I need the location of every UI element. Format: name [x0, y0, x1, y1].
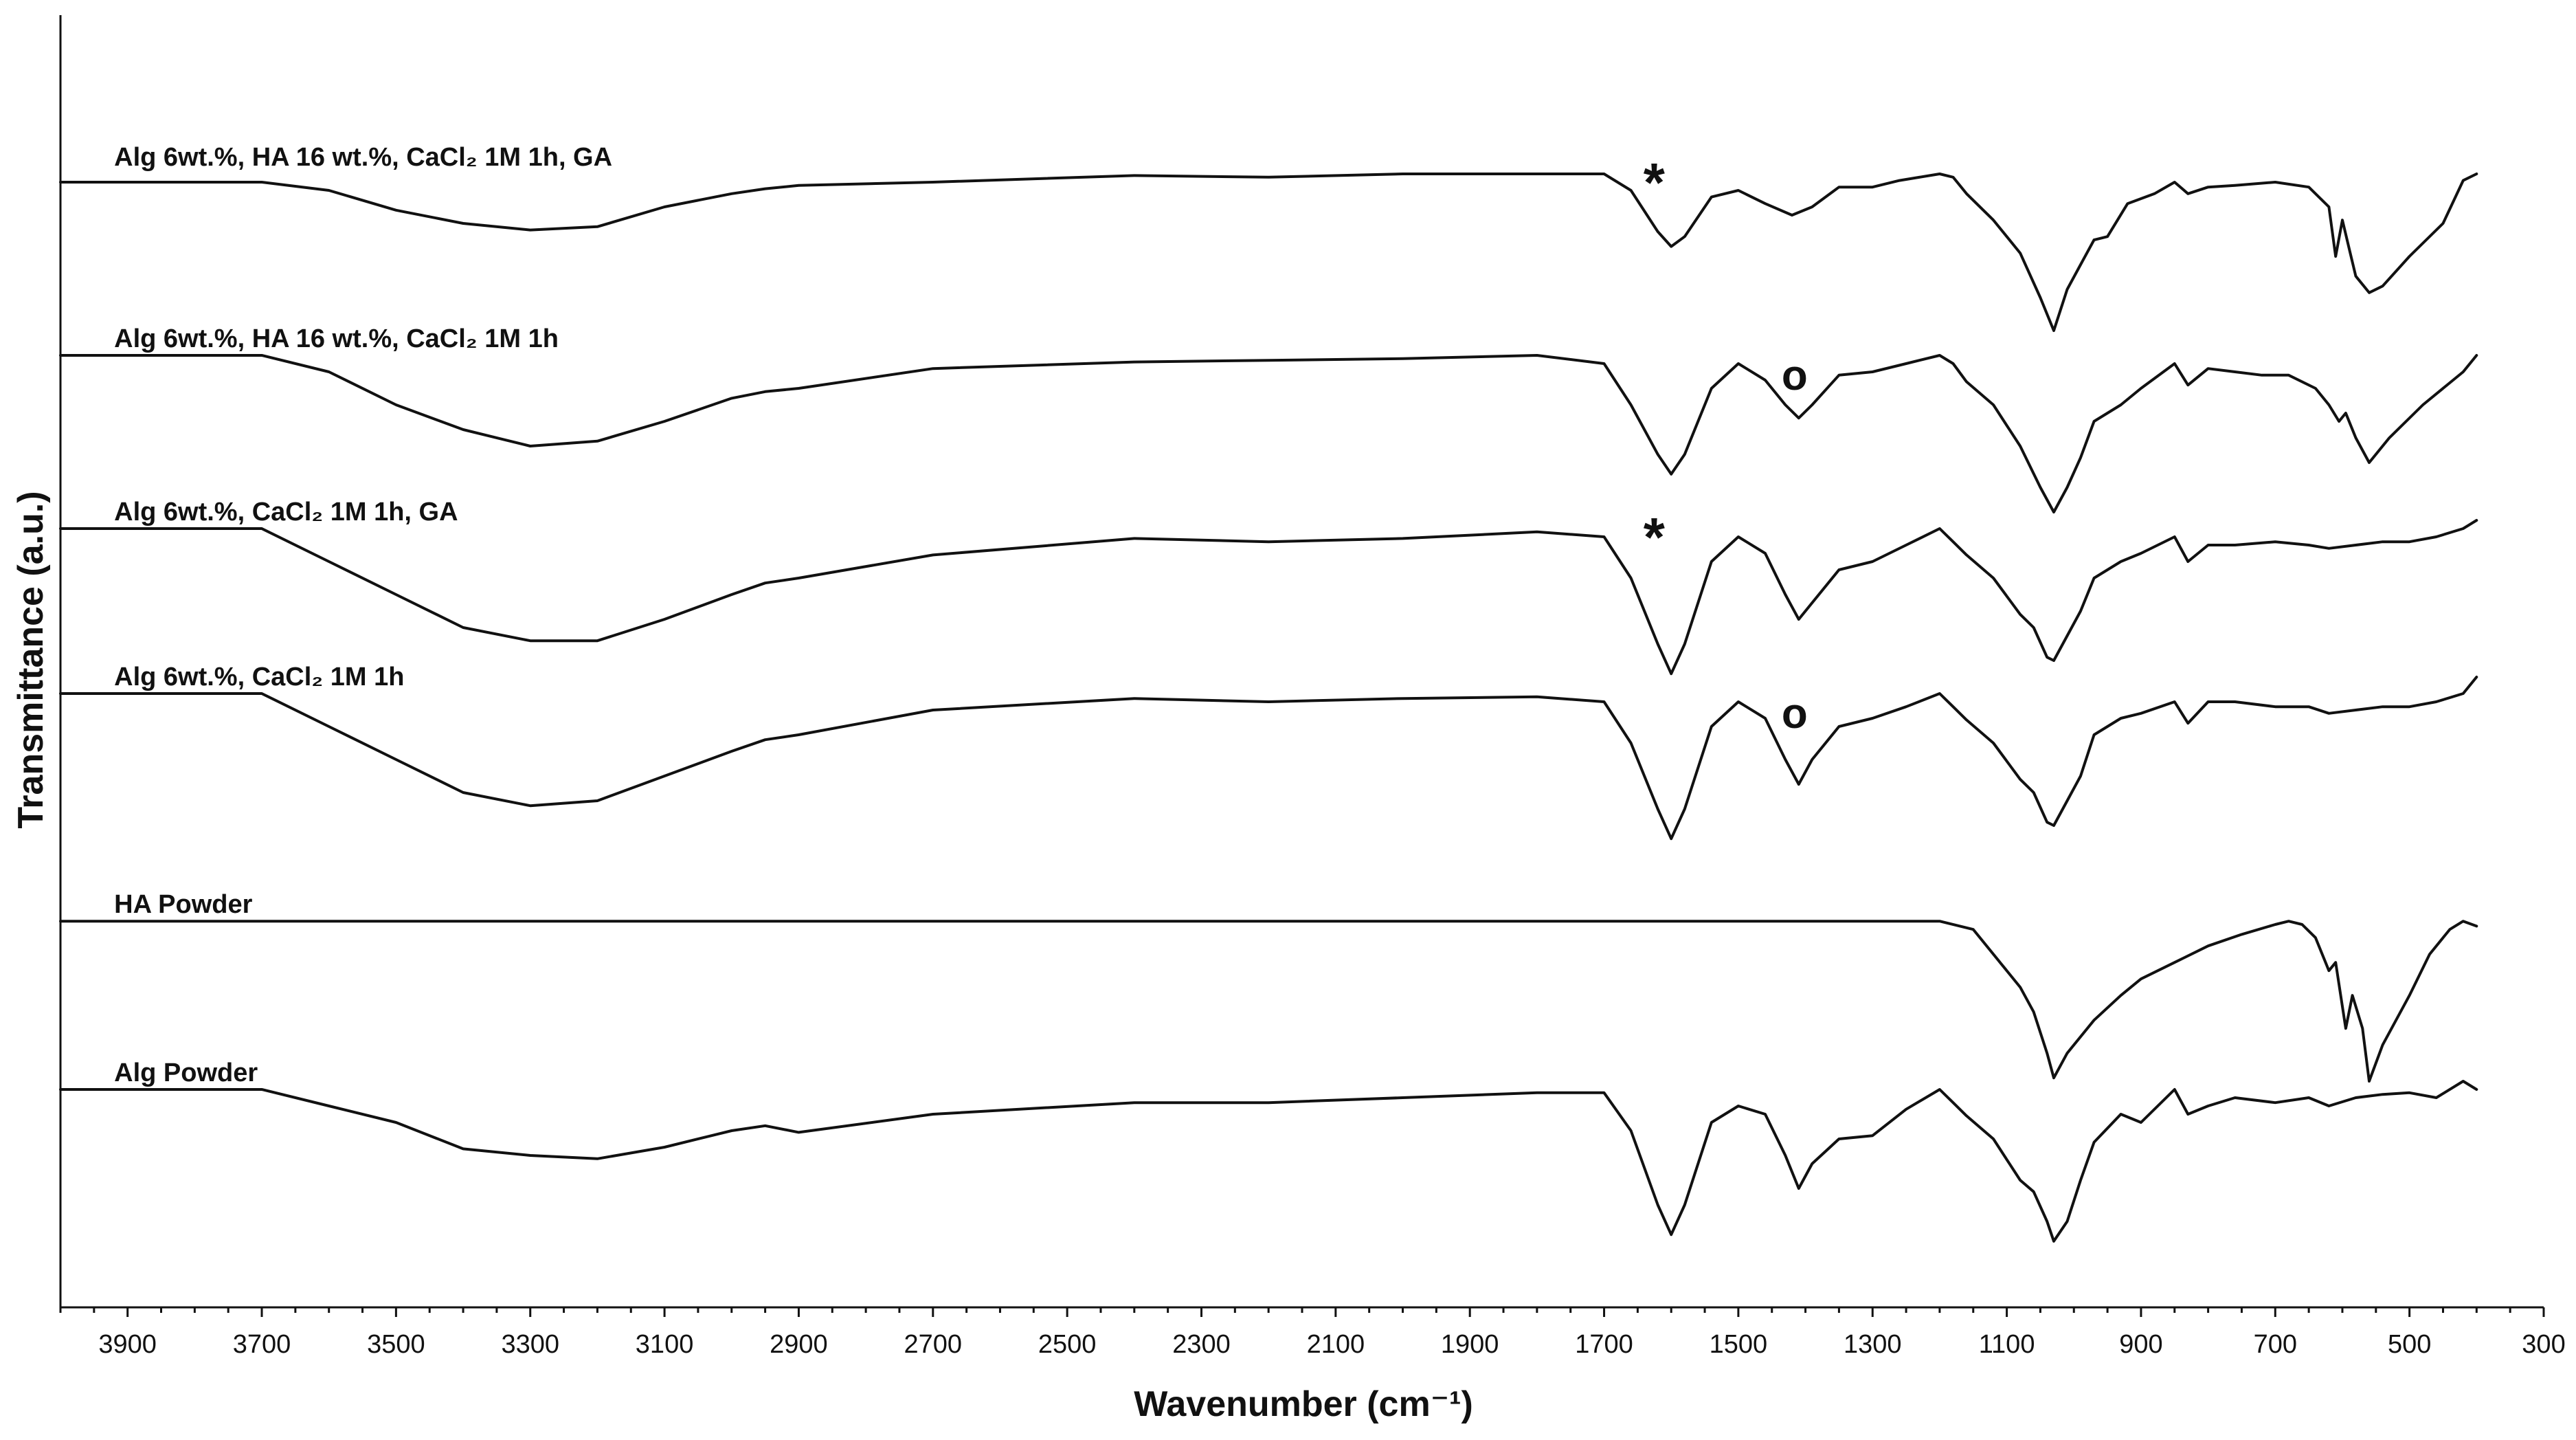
spectrum-line-1: [59, 354, 2478, 513]
x-tick-label: 2300: [1172, 1330, 1231, 1359]
x-tick-label: 2900: [770, 1330, 828, 1359]
spectra: [59, 173, 2478, 1243]
series-label-0: Alg 6wt.%, HA 16 wt.%, CaCl₂ 1M 1h, GA: [114, 143, 612, 172]
circle-peak-marker: o: [1782, 352, 1808, 399]
x-tick-label: 3300: [501, 1330, 559, 1359]
x-tick-label: 3700: [233, 1330, 291, 1359]
circle-peak-marker: o: [1782, 690, 1808, 738]
series-label-1: Alg 6wt.%, HA 16 wt.%, CaCl₂ 1M 1h: [114, 324, 559, 353]
series-label-5: Alg Powder: [114, 1059, 258, 1087]
axes: [59, 15, 2544, 1309]
y-axis-title: Transmittance (a.u.): [11, 491, 51, 828]
x-tick-label: 3900: [98, 1330, 157, 1359]
spectrum-line-0: [59, 173, 2478, 332]
asterisk-peak-marker: *: [1644, 507, 1666, 568]
spectrum-line-4: [59, 920, 2478, 1083]
x-axis-ticks: 3900 3700 3500 3300 3100 2900 2700 2500 2300 2100…: [59, 1307, 2566, 1359]
x-tick-label: 2100: [1307, 1330, 1365, 1359]
x-tick-label: 2500: [1038, 1330, 1097, 1359]
x-tick-label: 500: [2388, 1330, 2431, 1359]
x-tick-label: 3500: [367, 1330, 425, 1359]
x-tick-label: 1300: [1844, 1330, 1902, 1359]
x-tick-label: 1100: [1979, 1330, 2035, 1359]
spectrum-line-5: [59, 1080, 2478, 1243]
x-tick-label: 1700: [1575, 1330, 1633, 1359]
x-tick-label: 2700: [904, 1330, 963, 1359]
series-label-3: Alg 6wt.%, CaCl₂ 1M 1h: [114, 663, 404, 691]
x-tick-label: 700: [2254, 1330, 2297, 1359]
x-axis-title: Wavenumber (cm⁻¹): [1134, 1384, 1473, 1424]
x-tick-label: 900: [2119, 1330, 2162, 1359]
series-label-4: HA Powder: [114, 890, 252, 919]
series-label-2: Alg 6wt.%, CaCl₂ 1M 1h, GA: [114, 498, 458, 527]
x-tick-label: 300: [2522, 1330, 2565, 1359]
spectrum-line-3: [59, 676, 2478, 841]
asterisk-peak-marker: *: [1644, 152, 1666, 213]
series-labels: Alg 6wt.%, HA 16 wt.%, CaCl₂ 1M 1h, GA Al…: [114, 143, 612, 1087]
x-tick-label: 1900: [1441, 1330, 1499, 1359]
spectrum-line-2: [59, 519, 2478, 676]
x-tick-label: 3100: [636, 1330, 694, 1359]
x-tick-label: 1500: [1710, 1330, 1768, 1359]
peak-markers: * o * o: [1644, 152, 1808, 738]
